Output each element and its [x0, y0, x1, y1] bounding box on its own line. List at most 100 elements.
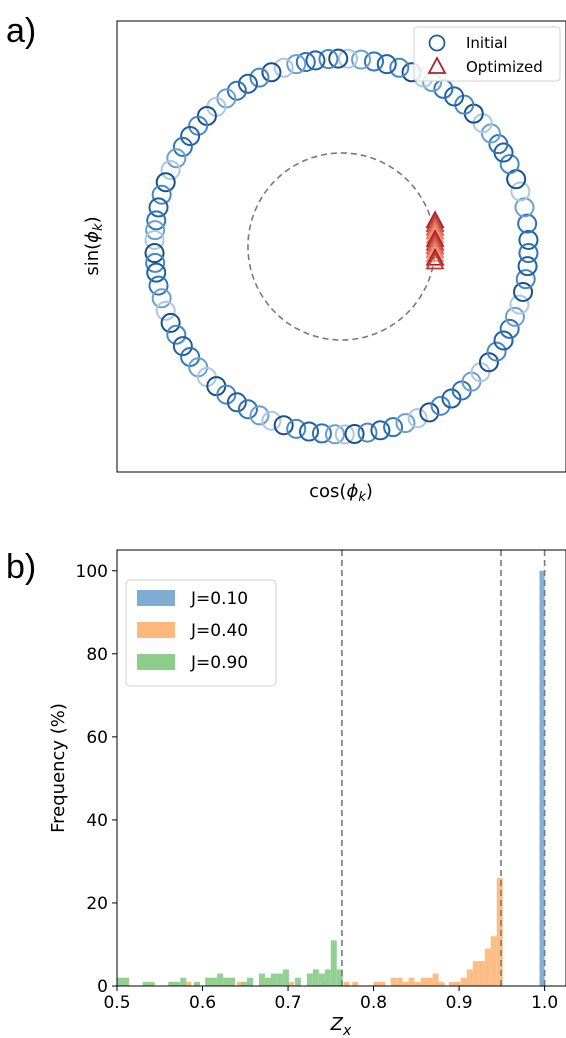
histogram-bar — [306, 973, 313, 986]
histogram-bar — [205, 977, 212, 986]
initial-point — [151, 184, 172, 205]
histogram-bar — [426, 977, 433, 986]
x-tick-label: 0.7 — [275, 993, 302, 1013]
initial-point — [318, 49, 339, 70]
histogram-bar — [318, 973, 325, 986]
initial-point — [145, 252, 166, 273]
histogram-bar — [276, 973, 283, 986]
histogram-bar — [472, 961, 479, 986]
histogram-bar — [246, 977, 253, 986]
histogram-bar — [490, 936, 497, 986]
initial-point — [499, 318, 520, 339]
y-tick-label: 60 — [86, 728, 108, 748]
histogram-bar — [448, 981, 455, 986]
initial-point — [216, 384, 237, 405]
initial-point — [344, 423, 365, 444]
x-tick-label: 0.5 — [103, 993, 130, 1013]
initial-point — [146, 210, 167, 231]
histogram-panel: 0.5 0.6 0.7 0.8 0.9 1.0 0 20 40 60 80 100 Zx Frequ… — [48, 549, 566, 1038]
histogram-bar — [223, 977, 230, 986]
scatter-ylabel: sin(ϕk) — [82, 216, 106, 275]
histogram-bar — [236, 981, 243, 986]
initial-point — [357, 422, 378, 443]
histogram-bars — [117, 570, 545, 986]
histogram-bar — [478, 961, 485, 986]
initial-point — [172, 336, 193, 357]
initial-point — [370, 420, 391, 441]
histogram-bar — [282, 969, 289, 986]
initial-point — [444, 86, 465, 107]
histogram-bar — [484, 948, 491, 986]
optimized-series — [425, 210, 445, 270]
x-tick-label: 1.0 — [531, 993, 558, 1013]
histogram-bar — [373, 981, 380, 986]
initial-point — [155, 300, 176, 321]
histogram-bar — [420, 977, 427, 986]
y-tick-label: 0 — [97, 977, 108, 997]
legend-label-j010: J=0.10 — [190, 589, 248, 609]
histogram-bar — [264, 977, 271, 986]
histogram-bar — [148, 981, 155, 986]
y-tick-label: 20 — [86, 894, 108, 914]
initial-point — [499, 154, 520, 175]
histogram-bar — [343, 981, 350, 986]
histogram-bar — [174, 981, 181, 986]
initial-point — [146, 262, 167, 283]
initial-point — [338, 48, 359, 69]
histogram-legend: J=0.10 J=0.40 J=0.90 — [125, 579, 277, 687]
histogram-bar — [294, 977, 301, 986]
initial-point — [249, 67, 270, 88]
initial-point — [249, 405, 270, 426]
initial-point — [324, 424, 345, 445]
x-tick-label: 0.9 — [446, 993, 473, 1013]
histogram-bar — [408, 977, 415, 986]
histogram-bar — [539, 570, 545, 986]
initial-point — [261, 410, 282, 431]
initial-point — [160, 312, 181, 333]
histogram-bar — [379, 981, 386, 986]
legend-optimized-label: Optimized — [466, 58, 543, 76]
histogram-bar — [396, 977, 403, 986]
legend-label-j040: J=0.40 — [190, 621, 248, 641]
initial-point — [237, 73, 258, 94]
y-tick-label: 100 — [76, 562, 108, 582]
histogram-bar — [217, 973, 224, 986]
initial-point — [515, 269, 536, 290]
histogram-bar — [460, 977, 467, 986]
initial-point — [419, 402, 440, 423]
histogram-bar — [352, 981, 359, 986]
legend-swatch-j040 — [137, 622, 175, 638]
initial-point — [518, 229, 539, 250]
initial-point — [261, 62, 282, 83]
histogram-bar — [193, 981, 200, 986]
initial-point — [148, 197, 169, 218]
legend-swatch-j010 — [137, 590, 175, 606]
histogram-bar — [229, 977, 236, 986]
histogram-bar — [288, 981, 295, 986]
initial-point — [334, 424, 355, 445]
histogram-bar — [180, 977, 187, 986]
initial-point — [286, 54, 307, 75]
initial-point — [509, 294, 530, 315]
histogram-bar — [122, 977, 129, 986]
histogram-ylabel: Frequency (%) — [48, 703, 69, 833]
initial-point — [180, 126, 201, 147]
initial-point — [160, 160, 181, 181]
initial-point — [486, 341, 507, 362]
initial-point — [488, 134, 509, 155]
x-tick-label: 0.6 — [189, 993, 216, 1013]
initial-point — [273, 57, 294, 78]
histogram-bar — [241, 981, 247, 986]
histogram-bar — [438, 981, 445, 986]
scatter-legend-box — [413, 26, 561, 82]
histogram-bar — [390, 977, 397, 986]
legend-initial-label: Initial — [466, 34, 508, 52]
histogram-bar — [312, 969, 319, 986]
initial-point — [517, 213, 538, 234]
initial-point — [514, 197, 535, 218]
panel-label-b: b) — [6, 548, 36, 586]
scatter-xlabel: cos(ϕk) — [309, 481, 373, 505]
histogram-bar — [142, 981, 149, 986]
histogram-bar — [185, 981, 192, 986]
